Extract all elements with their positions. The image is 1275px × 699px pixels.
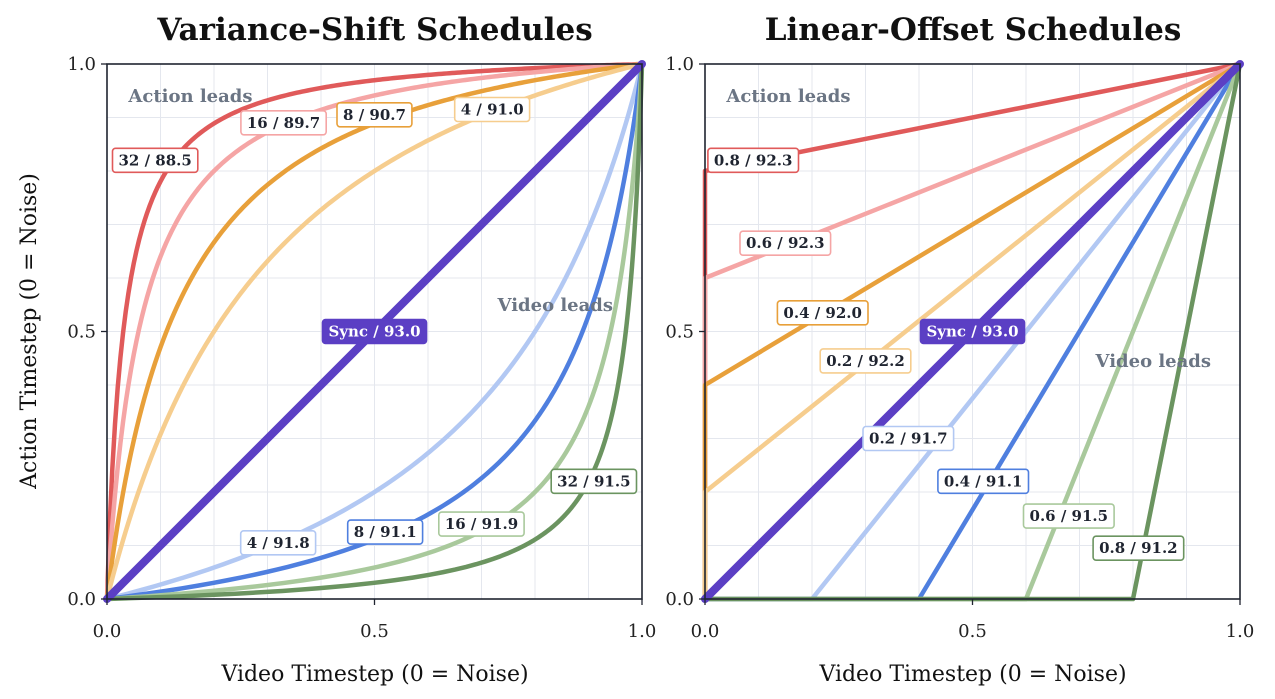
variance-shift-panel: Variance-Shift Schedules Video Timestep … — [17, 12, 656, 687]
y-tick-label: 1.0 — [665, 54, 694, 75]
data-label-box — [336, 102, 413, 128]
x-axis-label: Video Timestep (0 = Noise) — [818, 662, 1126, 687]
series-line-action — [104, 61, 645, 602]
x-tick-label: 1.0 — [628, 621, 657, 642]
y-tick-label: 0.0 — [67, 589, 96, 610]
data-label-text: 0.4 / 91.1 — [944, 472, 1023, 490]
data-label-box — [111, 147, 199, 174]
series-line-video — [104, 61, 645, 602]
data-label-box — [346, 519, 424, 545]
axis-ticks: 0.0 0.5 1.0 0.0 0.5 1.0 — [665, 54, 1254, 642]
data-label-text: 0.6 / 92.3 — [746, 234, 825, 252]
data-label-box — [776, 299, 869, 326]
data-label-text: 16 / 91.9 — [445, 515, 518, 533]
data-label: 32 / 88.5 — [111, 147, 199, 174]
region-label: Video leads — [1095, 351, 1211, 372]
series-line-video — [104, 61, 645, 602]
series-line-action — [104, 61, 645, 602]
data-label-box — [1022, 503, 1115, 529]
region-label: Action leads — [127, 86, 252, 107]
y-tick-label: 0.0 — [665, 589, 694, 610]
chart-title: Linear-Offset Schedules — [765, 12, 1182, 48]
data-label-text: 16 / 89.7 — [247, 114, 320, 132]
data-label-text: 4 / 91.0 — [461, 100, 524, 118]
data-label-box — [819, 348, 912, 374]
y-tick-label: 0.5 — [665, 322, 694, 343]
data-label-text: 0.6 / 91.5 — [1030, 507, 1109, 525]
x-tick-label: 0.5 — [360, 621, 389, 642]
data-label-text: 8 / 91.1 — [354, 523, 417, 541]
data-label-box — [437, 511, 525, 537]
data-label-text: 32 / 88.5 — [118, 151, 191, 169]
data-labels: 32 / 88.5 16 / 89.7 8 / 90.7 4 / 91.0 Sync /… — [111, 96, 638, 556]
x-tick-label: 0.0 — [93, 621, 122, 642]
data-label-box — [453, 96, 531, 123]
data-label: 0.8 / 92.3 — [707, 147, 800, 174]
data-label-box — [1092, 535, 1185, 562]
y-axis-label: Action Timestep (0 = Noise) — [17, 173, 42, 490]
data-label-box — [550, 468, 638, 495]
data-label: 4 / 91.8 — [239, 529, 317, 556]
data-label-text: 0.8 / 91.2 — [1099, 539, 1178, 557]
data-label: 0.2 / 91.7 — [862, 425, 955, 452]
x-tick-label: 0.0 — [691, 621, 720, 642]
data-label: 0.2 / 92.2 — [819, 348, 912, 374]
data-label-text: 0.2 / 92.2 — [826, 352, 905, 370]
x-tick-label: 1.0 — [1226, 621, 1255, 642]
data-label-text: 0.8 / 92.3 — [714, 151, 793, 169]
data-label: 0.4 / 92.0 — [776, 299, 869, 326]
data-label: 0.6 / 92.3 — [739, 230, 832, 256]
data-label: Sync / 93.0 — [919, 318, 1026, 345]
axis-ticks: 0.0 0.5 1.0 0.0 0.5 1.0 — [67, 54, 656, 642]
data-label-box — [862, 425, 955, 452]
data-labels: 0.8 / 92.3 0.6 / 92.3 0.4 / 92.0 0.2 / 92.2… — [707, 147, 1185, 562]
series-line-video — [104, 61, 645, 602]
data-label-box — [707, 147, 800, 174]
data-label: 0.4 / 91.1 — [937, 468, 1030, 495]
data-label-text: 0.4 / 92.0 — [783, 304, 862, 322]
series-line-video — [104, 61, 645, 602]
x-axis-label: Video Timestep (0 = Noise) — [220, 662, 528, 687]
data-label-text: Sync / 93.0 — [926, 323, 1018, 341]
region-label: Action leads — [725, 86, 850, 107]
region-label: Video leads — [497, 295, 613, 316]
data-label: 0.8 / 91.2 — [1092, 535, 1185, 562]
y-tick-label: 0.5 — [67, 322, 96, 343]
data-label-text: 0.2 / 91.7 — [869, 430, 948, 448]
x-tick-label: 0.5 — [958, 621, 987, 642]
data-label-text: 4 / 91.8 — [247, 534, 310, 552]
data-label: Sync / 93.0 — [321, 318, 428, 345]
y-tick-label: 1.0 — [67, 54, 96, 75]
data-label: 8 / 90.7 — [336, 102, 413, 128]
data-label-text: 32 / 91.5 — [557, 472, 630, 490]
data-label-box — [321, 318, 428, 345]
chart-title: Variance-Shift Schedules — [156, 12, 592, 48]
data-label-box — [239, 529, 317, 556]
data-label-box — [919, 318, 1026, 345]
data-label-box — [240, 110, 327, 136]
data-label: 32 / 91.5 — [550, 468, 638, 495]
data-label-text: Sync / 93.0 — [328, 323, 420, 341]
data-label-box — [739, 230, 832, 256]
data-label: 16 / 91.9 — [437, 511, 525, 537]
series-line-action — [104, 61, 645, 602]
data-label: 8 / 91.1 — [346, 519, 424, 545]
data-label-box — [937, 468, 1030, 495]
linear-offset-panel: Linear-Offset Schedules Video Timestep (… — [665, 12, 1254, 687]
data-label-text: 8 / 90.7 — [343, 106, 406, 124]
data-label: 16 / 89.7 — [240, 110, 327, 136]
data-label: 0.6 / 91.5 — [1022, 503, 1115, 529]
data-label: 4 / 91.0 — [453, 96, 531, 123]
